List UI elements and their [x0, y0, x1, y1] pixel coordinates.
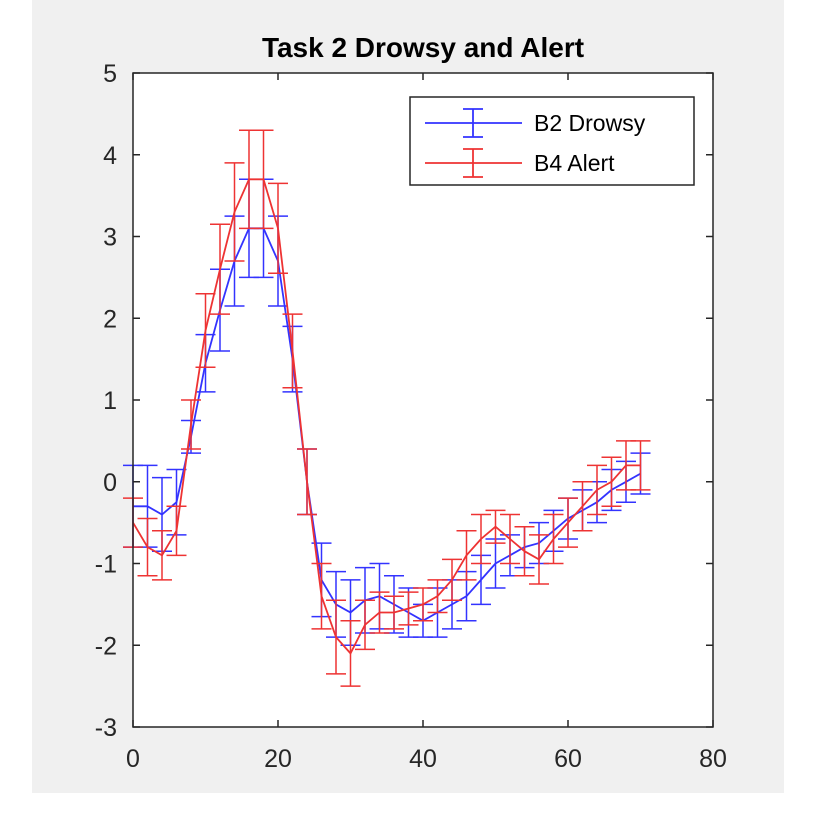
x-tick-label: 60 [554, 745, 582, 773]
legend-label: B4 Alert [534, 150, 615, 176]
y-tick-label: 4 [103, 142, 117, 170]
y-tick-label: 1 [103, 387, 117, 415]
legend-swatch [425, 148, 522, 178]
series-line [133, 227, 641, 622]
y-tick-label: -3 [95, 714, 117, 742]
y-tick-label: 2 [103, 305, 117, 333]
y-tick-label: 0 [103, 469, 117, 497]
x-tick-label: 80 [699, 745, 727, 773]
chart-title: Task 2 Drowsy and Alert [262, 32, 584, 63]
legend-entry: B4 Alert [425, 148, 615, 178]
legend-label: B2 Drowsy [534, 110, 646, 136]
y-tick-label: -1 [95, 551, 117, 579]
x-tick-label: 20 [264, 745, 292, 773]
series-line [132, 178, 641, 655]
y-tick-label: -2 [95, 632, 117, 660]
legend-entry: B2 Drowsy [425, 108, 646, 138]
tick-layer: 0 20 40 60 80 5 4 3 2 1 0 -1 -2 -3 [95, 60, 727, 773]
y-tick-label: 3 [103, 224, 117, 252]
legend-box [409, 96, 695, 186]
x-tick-label: 0 [126, 745, 140, 773]
legend: B2 Drowsy B4 Alert [409, 96, 695, 186]
x-tick-label: 40 [409, 745, 437, 773]
y-tick-label: 5 [103, 60, 117, 88]
series-alert [123, 129, 651, 687]
legend-swatch [425, 108, 522, 138]
series-layer [123, 129, 651, 687]
